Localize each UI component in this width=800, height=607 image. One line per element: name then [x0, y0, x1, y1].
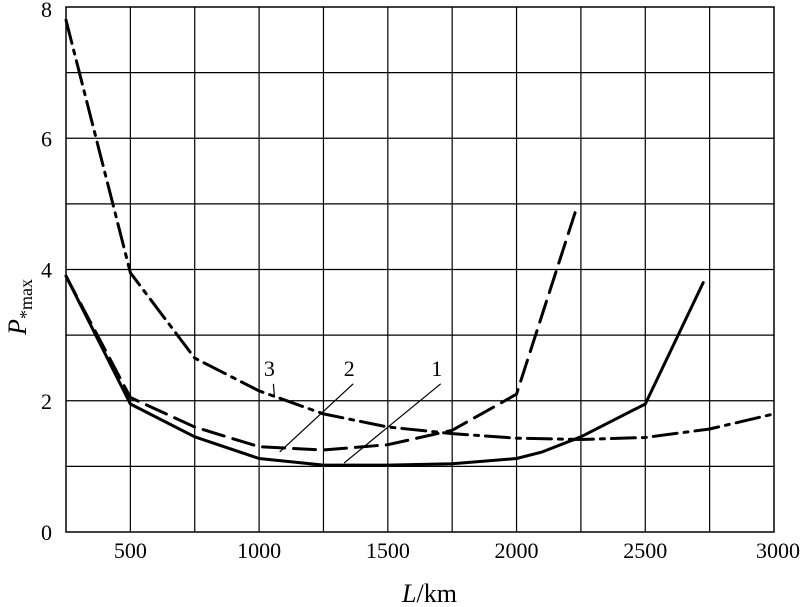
y-tick-label: 6 — [41, 126, 52, 151]
y-tick-labels: 0 2 4 6 8 — [41, 0, 52, 545]
x-axis-label: L/km — [401, 579, 457, 607]
x-tick-labels: 500 1000 1500 2000 2500 3000 — [114, 538, 800, 563]
curve-labels: 3 2 1 — [264, 356, 442, 381]
y-axis-label: P*max — [3, 279, 36, 336]
leader-line-3 — [272, 383, 276, 398]
x-tick-label: 2500 — [623, 538, 667, 563]
curve-label-3: 3 — [264, 356, 275, 381]
y-tick-label: 0 — [41, 520, 52, 545]
leader-line-2 — [279, 383, 354, 453]
series-line-2 — [64, 208, 578, 452]
plot-frame — [65, 6, 775, 533]
y-tick-label: 2 — [41, 389, 52, 414]
x-tick-label: 2000 — [495, 538, 539, 563]
y-tick-label: 4 — [41, 258, 52, 283]
x-tick-label: 500 — [114, 538, 147, 563]
series-line-1 — [64, 274, 705, 467]
curve-label-2: 2 — [344, 356, 355, 381]
x-tick-label: 1500 — [366, 538, 410, 563]
x-tick-label: 3000 — [756, 538, 800, 563]
x-axis-unit: /km — [416, 579, 456, 607]
x-axis-variable: L — [401, 579, 416, 607]
y-tick-label: 8 — [41, 0, 52, 22]
curve-label-1: 1 — [431, 356, 442, 381]
grid-lines — [66, 7, 774, 532]
x-tick-label: 1000 — [237, 538, 281, 563]
series-line-3 — [64, 18, 776, 441]
y-axis-subscript: *max — [16, 279, 36, 319]
y-axis-variable: P — [3, 319, 32, 336]
series-layer — [64, 18, 776, 467]
leader-lines — [272, 383, 442, 464]
leader-line-1 — [343, 383, 442, 464]
